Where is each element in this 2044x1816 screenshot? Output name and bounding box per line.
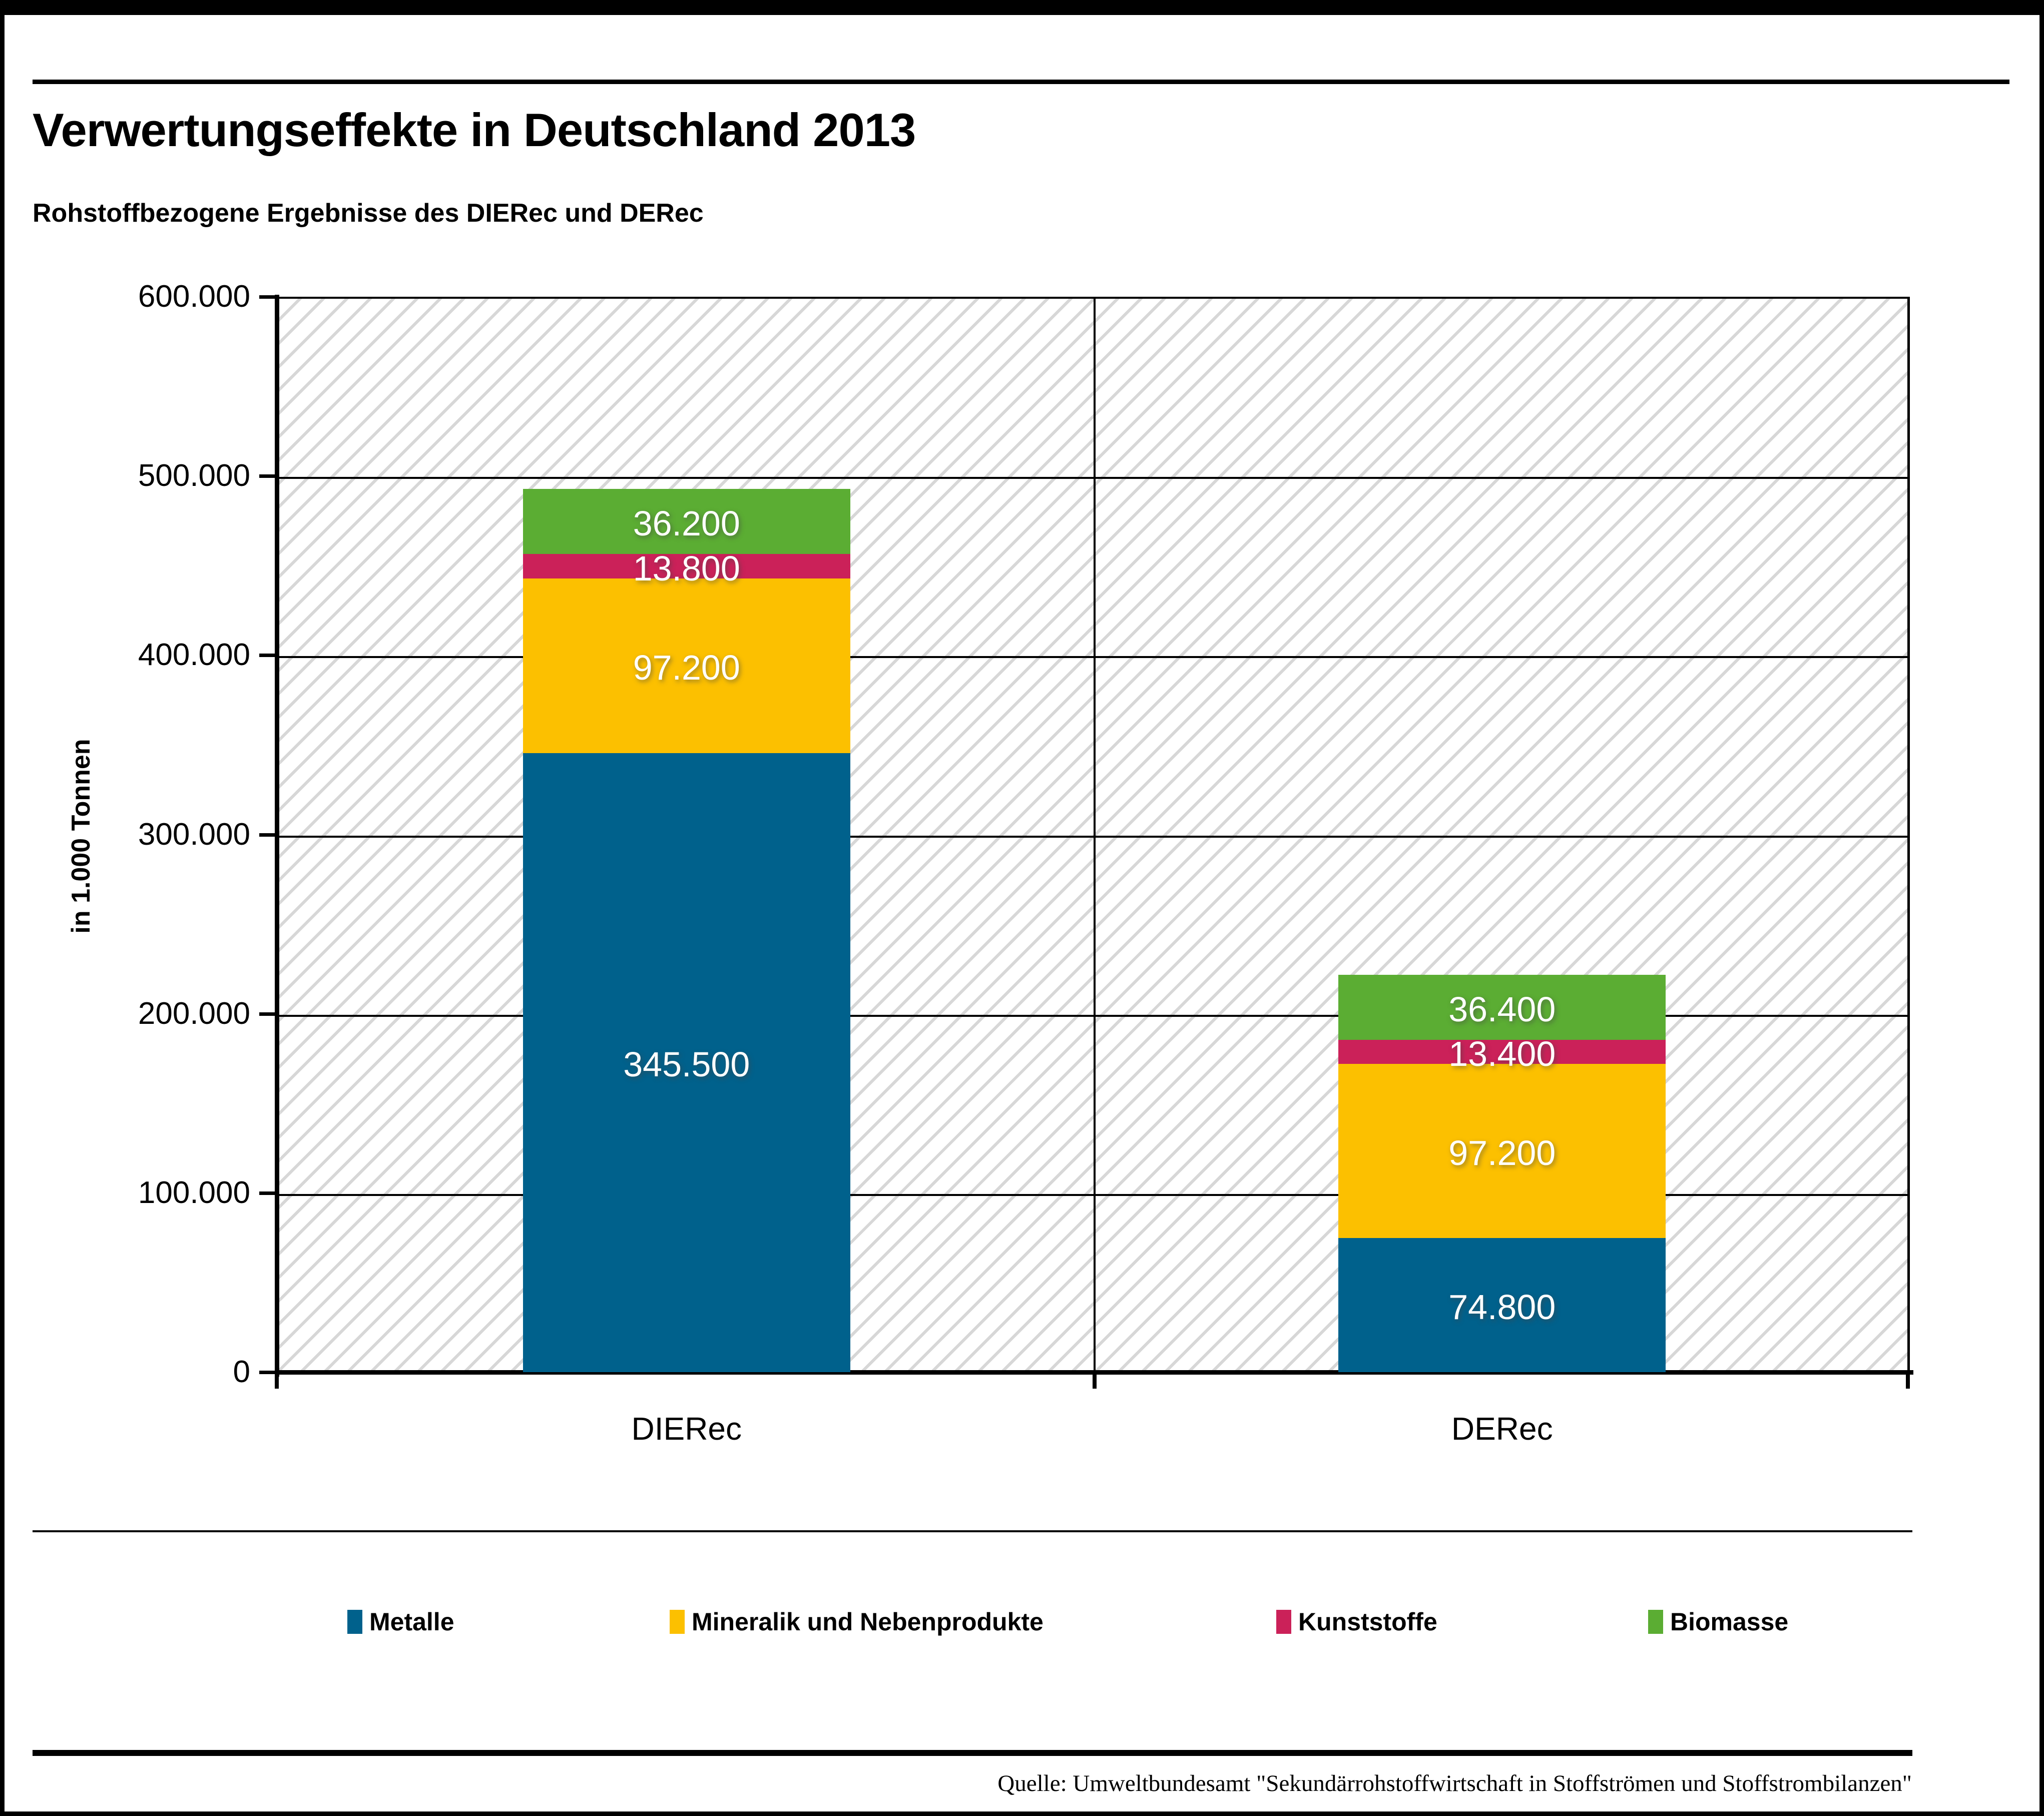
x-axis-tick [1092,1375,1097,1389]
legend-item-metalle: Metalle [347,1607,454,1636]
y-axis-tick [259,295,275,299]
legend-swatch [347,1610,362,1634]
plot-area: 345.500 97.200 13.800 36.200 74.800 97.200 13.… [279,297,1910,1372]
y-axis-tick [259,474,275,478]
bar-segment-derec-biomasse [1338,974,1666,1040]
legend-label: Biomasse [1670,1608,1789,1636]
category-label-dierec: DIERec [631,1411,742,1447]
legend-item-biomasse: Biomasse [1648,1607,1788,1636]
legend-rule [33,1530,1912,1532]
bar-segment-dierec-biomasse [523,489,850,554]
y-tick-label: 400.000 [138,638,250,673]
legend-swatch [1648,1610,1663,1634]
y-axis-tick [259,1371,275,1374]
y-axis-tick [259,1012,275,1016]
legend-item-kunststoffe: Kunststoffe [1276,1607,1437,1636]
bar-segment-dierec-metalle [523,753,850,1372]
page-subtitle: Rohstoffbezogene Ergebnisse des DIERec u… [33,199,704,228]
y-tick-label: 100.000 [138,1175,250,1210]
bar-value-label: 345.500 [623,1045,750,1084]
page-title: Verwertungseffekte in Deutschland 2013 [33,104,916,156]
y-axis-tick [259,1191,275,1195]
y-tick-label: 600.000 [138,279,250,314]
bottom-border [0,1811,2044,1816]
legend-label: Metalle [369,1608,454,1636]
y-tick-label: 0 [233,1355,250,1389]
legend-swatch [1276,1610,1291,1634]
bar-segment-derec-kunststoffe [1338,1039,1666,1064]
x-axis-tick [1906,1375,1910,1389]
y-tick-label: 200.000 [138,996,250,1031]
legend-label: Mineralik und Nebenprodukte [692,1608,1044,1636]
legend-item-mineralik-und-nebenprodukte: Mineralik und Nebenprodukte [670,1607,1044,1636]
bar-value-label: 13.400 [1448,1034,1556,1073]
y-axis-line [275,295,279,1377]
legend-swatch [670,1610,685,1634]
gridline [279,835,1907,838]
gridline [279,1193,1907,1196]
bar-segment-derec-metalle [1338,1238,1666,1372]
bar-value-label: 97.200 [633,648,740,688]
bar-segment-dierec-mineralik-und-nebenprodukte [523,578,850,753]
bar-value-label: 36.400 [1448,989,1556,1029]
x-axis-line [275,1370,1913,1375]
left-border [0,0,5,1816]
bar-segment-derec-mineralik-und-nebenprodukte [1338,1063,1666,1239]
category-label-derec: DERec [1451,1411,1553,1447]
top-border-bar [0,0,2044,15]
y-tick-label: 300.000 [138,817,250,852]
source-text: Quelle: Umweltbundesamt "Sekundärrohstof… [997,1770,1912,1796]
y-axis-tick [259,654,275,658]
right-border [2039,0,2044,1816]
legend-label: Kunststoffe [1298,1608,1437,1636]
bar-value-label: 74.800 [1448,1288,1556,1327]
bar-value-label: 13.800 [633,548,740,588]
gridline [279,477,1907,479]
y-tick-label: 500.000 [138,458,250,493]
gridline [279,656,1907,659]
x-axis-tick [275,1375,279,1389]
header-rule [33,80,2009,84]
y-axis-tick [259,833,275,837]
bar-segment-dierec-kunststoffe [523,553,850,579]
gridline [279,1014,1907,1017]
category-divider-line [1093,299,1096,1372]
bar-value-label: 36.200 [633,504,740,543]
bar-value-label: 97.200 [1448,1133,1556,1173]
source-rule [33,1750,1912,1756]
